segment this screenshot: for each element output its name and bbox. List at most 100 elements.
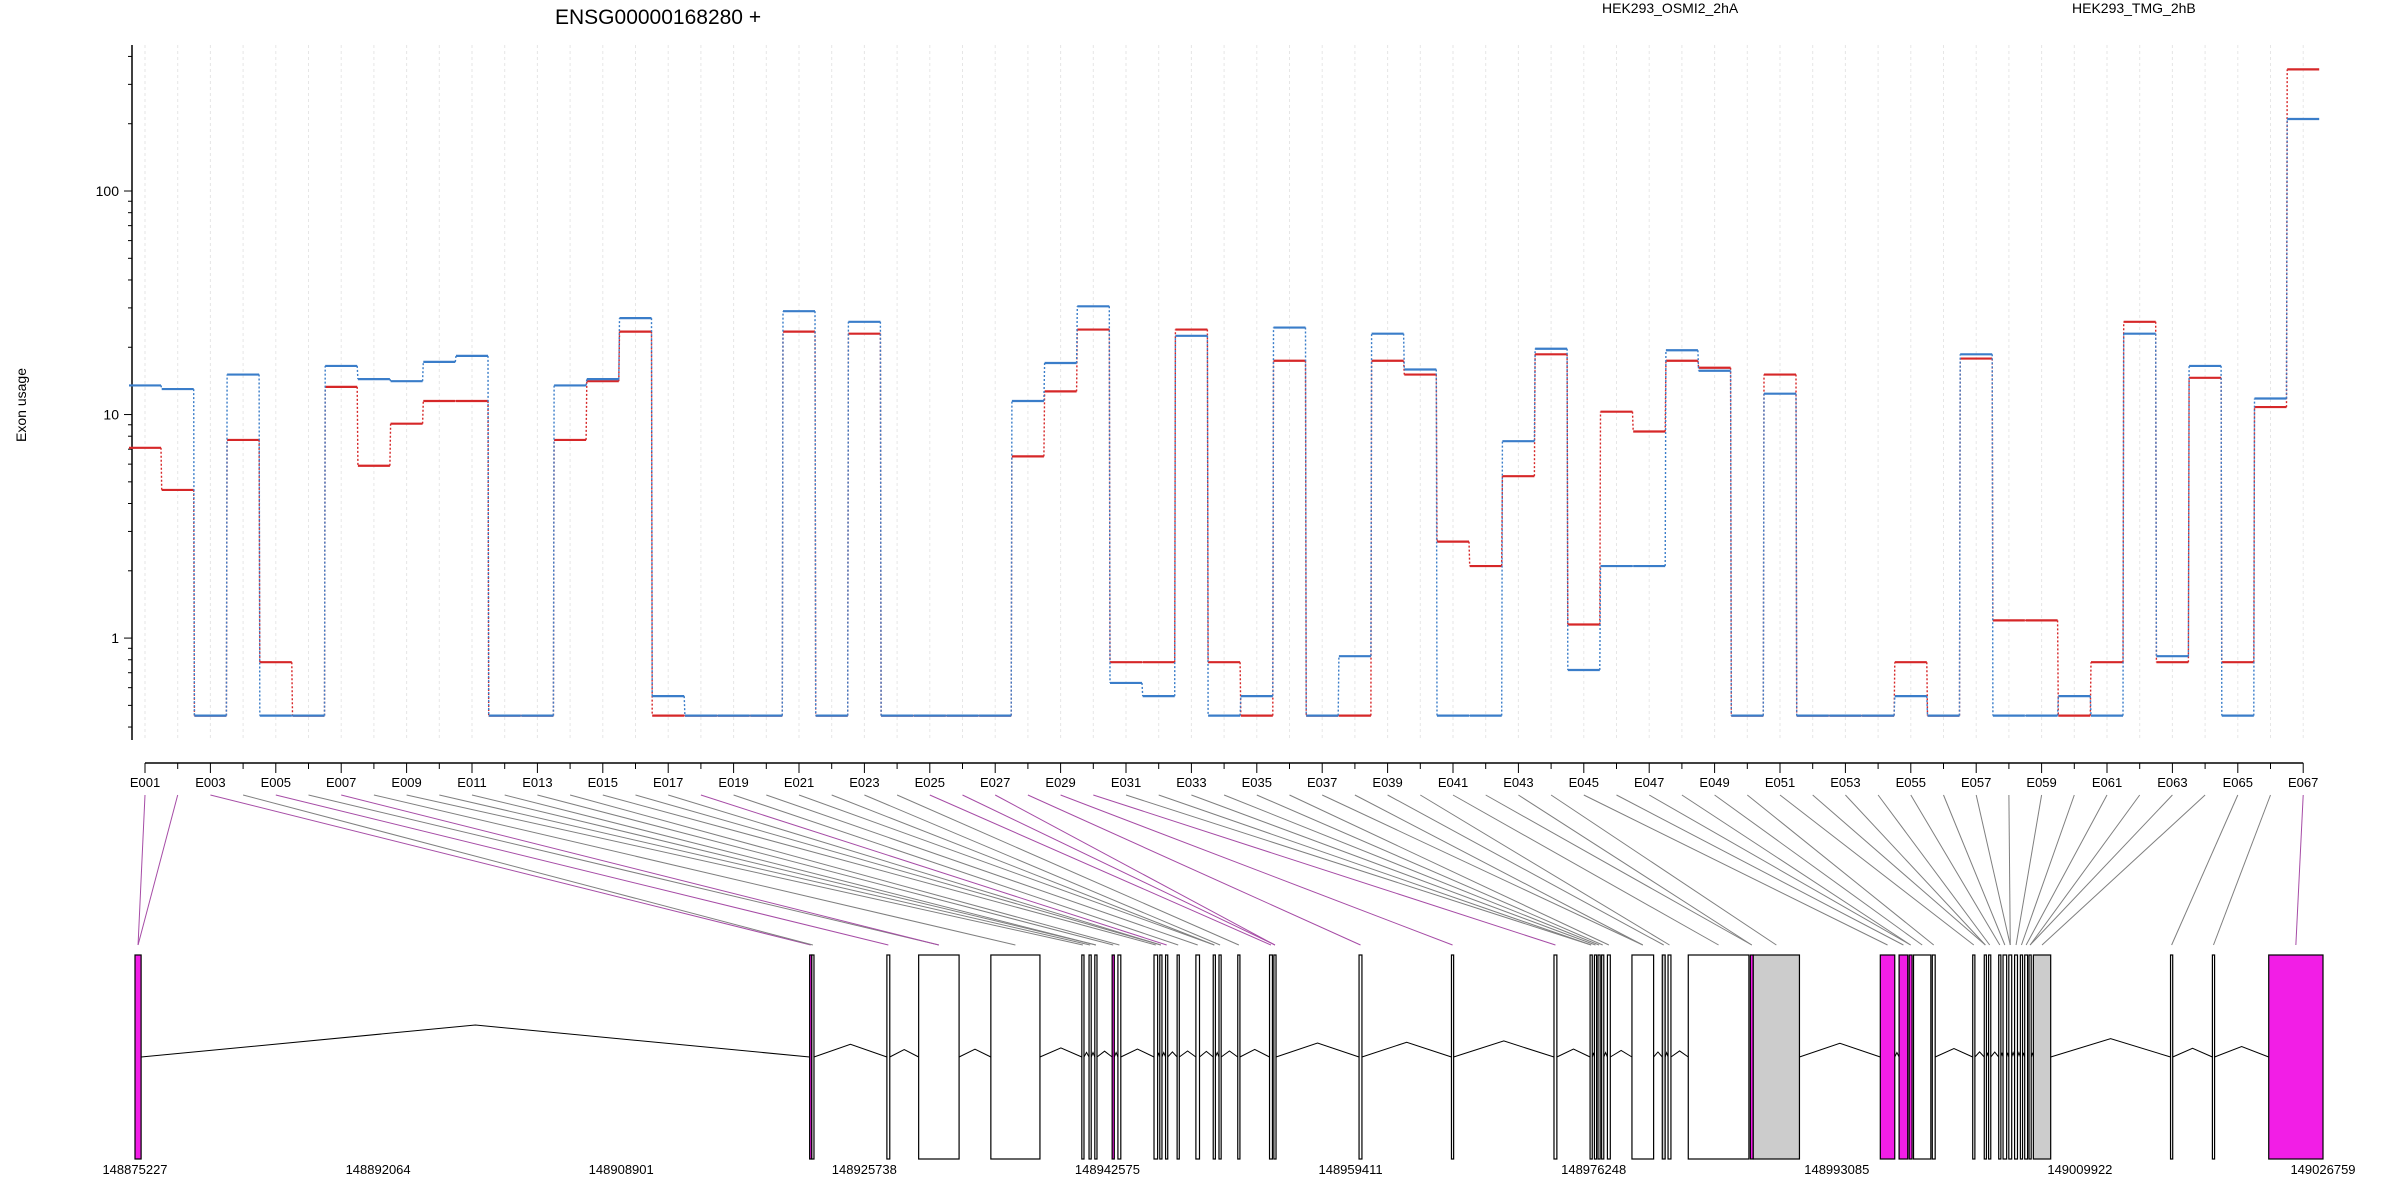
exon-link-line [471, 794, 1097, 946]
intron-line [1039, 1047, 1083, 1058]
exon-link-line [1420, 794, 1670, 946]
intron-line [1167, 1051, 1178, 1058]
series-connector [160, 385, 163, 390]
y-tick-label: 100 [96, 183, 120, 199]
series-connector [585, 381, 588, 440]
series-connector [1795, 393, 1798, 716]
exon-box [1088, 954, 1092, 1160]
intron-line [141, 1024, 810, 1058]
exon-link-line [308, 794, 939, 946]
genomic-coordinate-label: 149026759 [2290, 1162, 2355, 1177]
series-connector [421, 400, 424, 424]
series-connector [618, 331, 621, 382]
exon-link-line [896, 794, 1240, 946]
intron-line [1453, 1040, 1555, 1058]
series-connector [1010, 400, 1013, 716]
exon-box [1176, 954, 1180, 1160]
intron-line [1670, 1050, 1689, 1058]
series-connector [2056, 620, 2060, 716]
exon-link-line [668, 794, 1162, 946]
x-tick-label: E057 [1961, 775, 1991, 790]
intron-line [1603, 1051, 1608, 1058]
x-tick-label: E011 [457, 775, 486, 790]
series-connector [356, 365, 359, 380]
intron-line [813, 1043, 888, 1058]
exon-link-line [569, 794, 1120, 946]
x-tick-label: E061 [2092, 775, 2122, 790]
x-tick-label: E023 [849, 775, 879, 790]
series-connector [879, 321, 882, 716]
x-tick-label: E009 [391, 775, 421, 790]
exon-box [1589, 954, 1593, 1160]
exon-link-line [1583, 794, 1888, 946]
exon-box [1195, 954, 1201, 1160]
exon-box [1998, 954, 2002, 1160]
exon-link-line [798, 794, 1215, 946]
series-connector [2089, 662, 2092, 716]
chart-title: ENSG00000168280 + [555, 6, 761, 29]
exon-link-line [1681, 794, 1911, 946]
x-tick-label: E067 [2288, 775, 2318, 790]
intron-line [1096, 1050, 1113, 1058]
x-axis: E001 E003 E005 E007 E009 E011 E013 E015 E017 E019… [130, 762, 2318, 790]
exon-link-line [1093, 794, 1556, 946]
series-connector [1304, 327, 1307, 716]
exon-link-line [864, 794, 1221, 946]
series-connector [421, 361, 424, 382]
exon-box [1593, 954, 1598, 1160]
intron-line [2214, 1045, 2269, 1058]
series-connector [2253, 398, 2256, 716]
intron-line [1974, 1051, 1985, 1058]
series-connector [781, 311, 784, 716]
exon-link-line [137, 794, 146, 946]
exon-box [1931, 954, 1936, 1160]
x-tick-label: E017 [653, 775, 683, 790]
exon-box [134, 954, 142, 1160]
series-connector [1500, 476, 1504, 567]
intron-line [1934, 1047, 1973, 1058]
exon-link-line [1910, 794, 2001, 946]
exon-link-line [1518, 794, 1753, 946]
series-connector [1173, 329, 1177, 663]
series-connector [1206, 329, 1209, 663]
series-connector [1566, 354, 1569, 625]
series-connector [552, 385, 555, 716]
exon-box [2013, 954, 2019, 1160]
exon-link-line [1845, 794, 1986, 946]
series-connector [1435, 369, 1438, 716]
exon-link-line [1485, 794, 1753, 946]
exon-link-line [1223, 794, 1600, 946]
exon-box [1601, 954, 1605, 1160]
exon-box [2169, 954, 2174, 1160]
series-connector [1599, 566, 1602, 670]
exon-box [1164, 954, 1169, 1160]
exon-link-line [2015, 794, 2043, 946]
exon-box [1159, 954, 1163, 1160]
intron-line [889, 1048, 919, 1058]
exon-box [1212, 954, 1216, 1160]
exon-box [2028, 954, 2032, 1160]
series-connector [814, 311, 817, 716]
series-lines [129, 68, 2320, 717]
x-tick-label: E013 [522, 775, 552, 790]
exon-box [2211, 954, 2216, 1160]
series-connector [291, 662, 294, 716]
exon-box [1450, 954, 1455, 1160]
exon-link-line [962, 794, 1276, 946]
exon-link-line [1125, 794, 1592, 946]
series-connector [2187, 365, 2190, 657]
exon-box [1117, 954, 1122, 1160]
intron-line [1361, 1041, 1452, 1058]
intron-line [2050, 1038, 2171, 1058]
gene-model [134, 954, 2324, 1160]
series-connector [258, 439, 261, 663]
x-tick-label: E033 [1176, 775, 1206, 790]
intron-line [1556, 1048, 1591, 1058]
series-connector [1141, 682, 1144, 697]
intron-line [1199, 1050, 1214, 1058]
exon-box [1687, 954, 1750, 1160]
x-tick-label: E047 [1634, 775, 1664, 790]
exon-link-line [1027, 794, 1361, 946]
series-connector [454, 355, 457, 362]
genomic-coordinate-label: 148993085 [1804, 1162, 1869, 1177]
